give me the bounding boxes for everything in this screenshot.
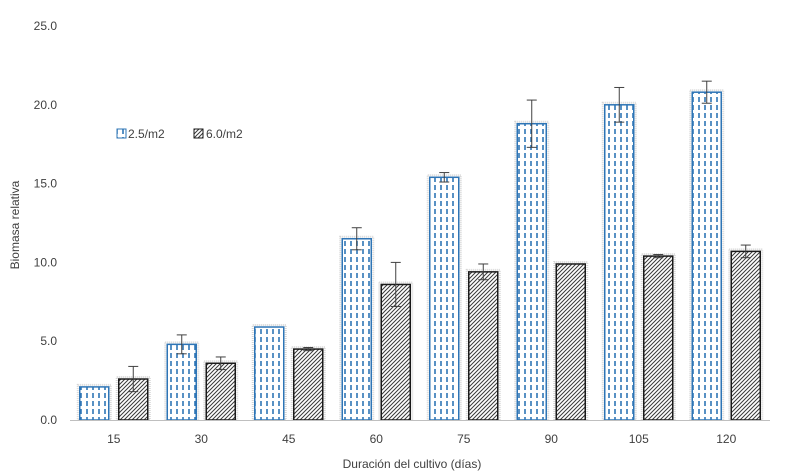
bar-series-2-45: [293, 348, 324, 421]
error-bar: [740, 244, 751, 259]
x-tick-label: 15: [107, 432, 121, 446]
x-tick-label: 75: [457, 432, 471, 446]
y-tick-label: 10.0: [34, 255, 58, 269]
bar-series-1-30: [166, 343, 197, 421]
error-bar: [303, 347, 314, 352]
bar-marks: [76, 89, 764, 422]
bar-series-2-75: [468, 271, 499, 421]
bar-series-2-90: [555, 263, 586, 421]
error-bar: [351, 227, 362, 251]
x-tick-label: 45: [282, 432, 296, 446]
bar-halo: [553, 260, 589, 422]
y-tick-label: 20.0: [34, 98, 58, 112]
legend-item-series-1: 2.5/m2: [116, 127, 165, 141]
error-bar: [653, 254, 664, 259]
bar-series-1-15: [79, 386, 110, 421]
bar-series-1-90: [516, 122, 547, 421]
bar-series-2-30: [205, 362, 236, 421]
bar-series-1-45: [254, 326, 285, 421]
legend: 2.5/m2 6.0/m2: [116, 127, 243, 141]
error-bars: [128, 80, 751, 393]
error-bar: [439, 172, 450, 183]
error-bar: [128, 365, 139, 393]
error-bar: [176, 334, 187, 355]
bar-series-2-60: [380, 283, 411, 421]
x-axis-ticks: 15 30 45 60 75 90 105 120: [107, 432, 737, 446]
x-axis-title: Duración del cultivo (días): [343, 457, 482, 471]
y-axis-title: Biomasa relativa: [8, 180, 22, 269]
y-tick-label: 0.0: [40, 413, 57, 427]
bar-series-1-120: [691, 91, 722, 421]
error-bar: [701, 80, 712, 104]
y-axis-ticks: 0.0 5.0 10.0 15.0 20.0 25.0: [34, 19, 58, 427]
x-tick-label: 30: [195, 432, 209, 446]
y-tick-label: 25.0: [34, 19, 58, 33]
bar-series-1-75: [429, 176, 460, 421]
bar-series-1-60: [341, 238, 372, 421]
x-tick-label: 60: [370, 432, 384, 446]
error-bar: [478, 263, 489, 281]
error-bar: [390, 261, 401, 308]
x-tick-label: 90: [545, 432, 559, 446]
bar-series-2-105: [643, 255, 674, 421]
y-tick-label: 5.0: [40, 334, 57, 348]
error-bar: [215, 356, 226, 371]
bar-series-2-120: [730, 250, 761, 421]
y-tick-label: 15.0: [34, 177, 58, 191]
bar-series-1-105: [604, 104, 635, 421]
legend-label-series-1: 2.5/m2: [128, 127, 165, 141]
legend-label-series-2: 6.0/m2: [206, 127, 243, 141]
legend-item-series-2: 6.0/m2: [193, 127, 243, 141]
error-bar: [526, 99, 537, 148]
error-bar: [614, 86, 625, 123]
x-tick-label: 120: [716, 432, 736, 446]
legend-swatch-series-2: [193, 128, 204, 139]
x-tick-label: 105: [629, 432, 649, 446]
legend-swatch-series-1: [116, 128, 127, 139]
